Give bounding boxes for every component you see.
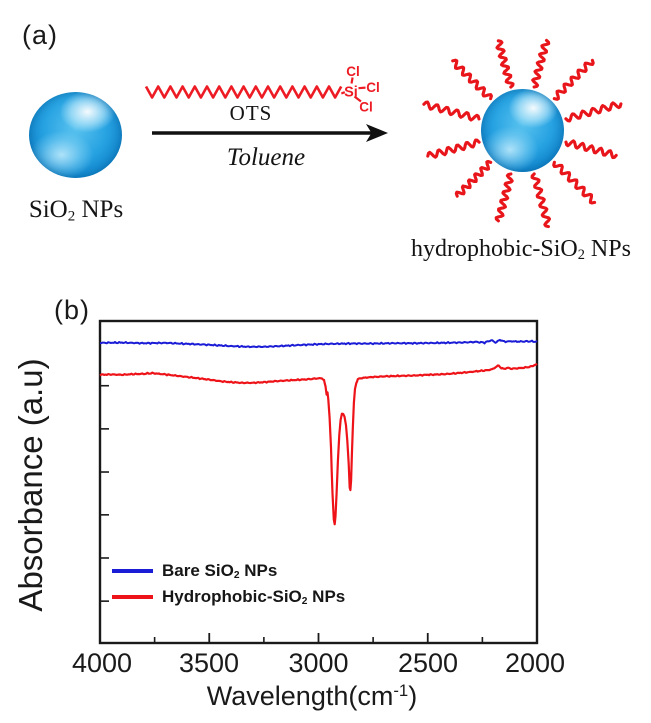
ligand-squiggle-8 xyxy=(495,39,515,89)
legend-swatch-hydrophobic xyxy=(112,595,153,599)
spectrum-plot xyxy=(98,319,539,645)
ligand-squiggle-5 xyxy=(426,138,481,159)
ligand-squiggle-6 xyxy=(422,100,481,122)
legend-item-bare: Bare SiO2 NPs xyxy=(112,560,345,582)
cl-bottom-label: Cl xyxy=(359,100,373,115)
ots-silane-group: Si Cl Cl Cl xyxy=(344,64,380,115)
y-axis-title: Absorbance (a.u) xyxy=(12,358,49,612)
legend-swatch-bare xyxy=(112,569,153,573)
ligand-squiggle-7 xyxy=(451,58,493,101)
silica-np-sphere xyxy=(29,92,122,178)
x-axis-title-end: ) xyxy=(408,681,418,712)
ligand-squiggle-10 xyxy=(552,58,595,101)
legend-item-hydrophobic: Hydrophobic-SiO2 NPs xyxy=(112,586,345,608)
si-cl-bond-1 xyxy=(350,77,354,84)
hydrophobic-np-sphere xyxy=(481,89,564,172)
x-axis-title-main: Wavelength(cm xyxy=(206,681,394,712)
ots-chain xyxy=(144,77,366,103)
spectrum-curve-bare xyxy=(99,338,538,349)
ligand-squiggles xyxy=(422,38,623,229)
ligand-squiggle-1 xyxy=(552,160,597,205)
toluene-label: Toluene xyxy=(226,144,306,171)
si-cl-bond-3 xyxy=(353,95,362,103)
reaction-arrow xyxy=(152,124,388,142)
legend-label-hydrophobic: Hydrophobic-SiO2 NPs xyxy=(162,587,345,607)
legend-bare-sub: 2 xyxy=(233,570,240,582)
ligand-squiggle-2 xyxy=(530,172,552,229)
ligand-squiggle-0 xyxy=(564,139,618,160)
plot-frame xyxy=(98,319,539,645)
panel-b-tag: (b) xyxy=(54,295,90,325)
x-axis-title: Wavelength(cm-1) xyxy=(207,681,417,712)
silica-np-label: SiO2 NPs xyxy=(29,196,123,225)
x-tick-label-3000: 3000 xyxy=(288,648,349,678)
x-tick-label-2500: 2500 xyxy=(397,648,459,678)
ligand-squiggle-3 xyxy=(494,172,514,223)
ligand-squiggle-9 xyxy=(531,38,551,89)
product-label-post: NPs xyxy=(584,236,631,262)
legend-hydrophobic-post: NPs xyxy=(307,586,346,606)
silica-label-pre: SiO xyxy=(28,196,68,223)
silica-label-sub: 2 xyxy=(67,208,76,225)
ots-name-label: OTS xyxy=(229,101,273,125)
x-axis-title-sup: -1 xyxy=(393,681,409,700)
cl-right-label: Cl xyxy=(366,80,380,95)
ligand-squiggle-4 xyxy=(454,159,493,198)
si-cl-bond-0 xyxy=(340,91,346,95)
legend-hydrophobic-pre: Hydrophobic-SiO xyxy=(162,586,302,606)
axis-ticks xyxy=(99,384,538,642)
legend-hydrophobic-sub: 2 xyxy=(301,596,308,608)
legend-label-bare: Bare SiO2 NPs xyxy=(162,561,277,581)
silica-label-post: NPs xyxy=(75,196,124,223)
si-cl-bond-2 xyxy=(358,86,366,90)
x-tick-label-2000: 2000 xyxy=(504,648,566,678)
spectrum-curves xyxy=(99,338,538,526)
spectrum-curve-hydrophobic xyxy=(99,362,538,526)
panel-a-tag: (a) xyxy=(22,20,58,50)
ots-alkyl-zigzag xyxy=(144,85,343,99)
legend-bare-pre: Bare SiO xyxy=(162,560,234,580)
x-tick-label-3500: 3500 xyxy=(178,648,240,678)
product-label-sub: 2 xyxy=(577,247,585,264)
plot-legend: Bare SiO2 NPs Hydrophobic-SiO2 NPs xyxy=(112,560,345,608)
ligand-squiggle-11 xyxy=(564,101,623,123)
si-atom-label: Si xyxy=(344,85,358,101)
product-label-pre: hydrophobic-SiO xyxy=(411,236,578,262)
x-tick-label-4000: 4000 xyxy=(71,648,133,678)
hydrophobic-np-label: hydrophobic-SiO2 NPs xyxy=(411,236,631,264)
cl-top-label: Cl xyxy=(346,64,360,79)
reaction-arrow-head xyxy=(366,124,388,142)
legend-bare-post: NPs xyxy=(239,560,278,580)
